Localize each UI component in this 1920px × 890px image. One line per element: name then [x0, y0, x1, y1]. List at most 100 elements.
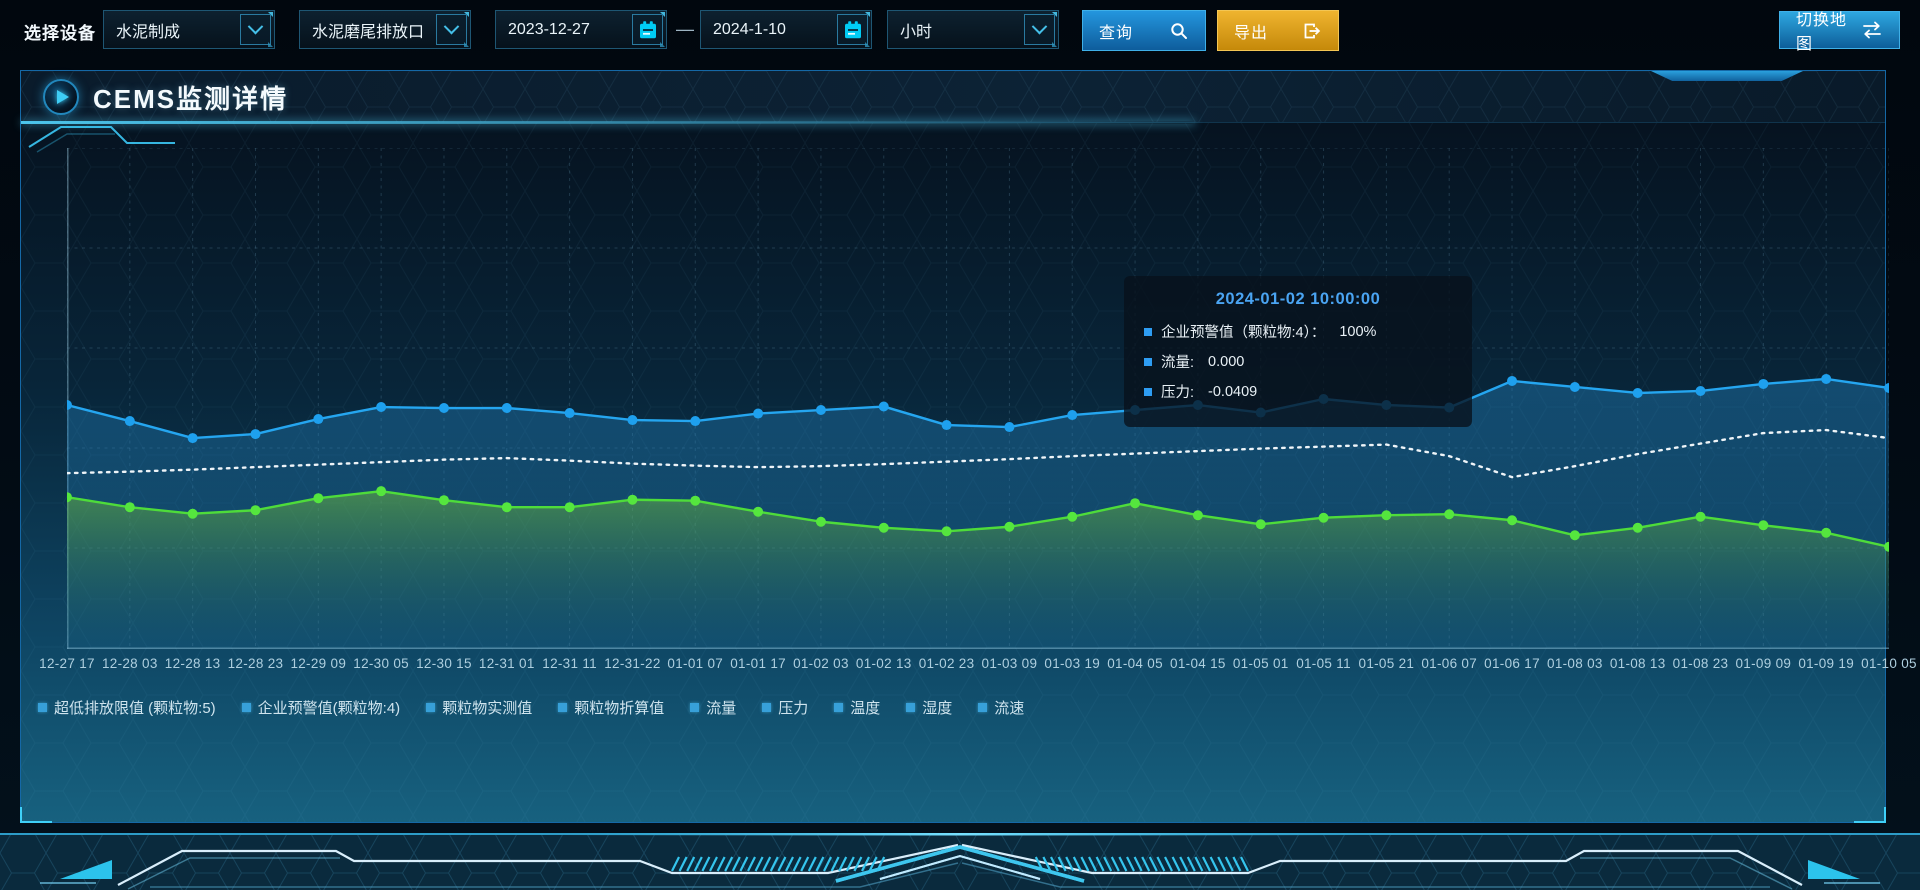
x-axis-tick-label: 01-02 13: [855, 656, 912, 671]
x-axis-tick-label: 01-05 11: [1296, 656, 1351, 671]
chevron-down-icon: [1031, 18, 1048, 35]
legend-label: 流量: [706, 700, 737, 717]
legend-marker: [558, 703, 568, 712]
x-axis-tick-label: 01-01 07: [667, 656, 724, 671]
end-date-value: 2024-1-10: [713, 20, 786, 38]
x-axis-tick-label: 01-04 05: [1107, 656, 1163, 671]
legend-item[interactable]: 流速: [978, 697, 1024, 718]
chart-legend: 超低排放限值 (颗粒物:5) 企业预警值(颗粒物:4) 颗粒物实测值 颗粒物折算值 流量…: [38, 697, 1024, 718]
legend-marker: [906, 703, 916, 712]
calendar-icon: [844, 20, 861, 38]
switch-map-button-label: 切换地图: [1796, 12, 1848, 53]
x-axis-tick-label: 01-01 17: [730, 656, 786, 671]
start-date-value: 2023-12-27: [508, 20, 590, 38]
x-axis-tick-label: 12-31 11: [542, 656, 597, 671]
cems-line-chart[interactable]: [67, 148, 1889, 649]
x-axis-tick-label: 12-28 23: [227, 656, 284, 671]
legend-item[interactable]: 温度: [834, 697, 880, 718]
panel-title: CEMS监测详情: [93, 83, 289, 114]
outlet-select-value: 水泥磨尾排放口: [312, 23, 425, 41]
chevron-down-icon: [443, 18, 460, 35]
legend-item[interactable]: 湿度: [906, 697, 952, 718]
search-icon: [1171, 22, 1187, 39]
legend-marker: [762, 703, 772, 712]
chevron-down-icon: [247, 18, 264, 35]
start-date-calendar-box[interactable]: [632, 14, 663, 45]
legend-label: 企业预警值(颗粒物:4): [257, 700, 401, 717]
x-axis-tick-label: 01-10 05: [1861, 656, 1917, 671]
swap-arrows-icon: [1863, 21, 1881, 39]
legend-marker: [426, 703, 436, 712]
legend-item[interactable]: 企业预警值(颗粒物:4): [241, 697, 401, 718]
export-icon: [1304, 23, 1321, 38]
calendar-icon: [639, 20, 656, 38]
interval-select-chevron-box[interactable]: [1024, 14, 1055, 45]
device-select-label: 选择设备: [24, 23, 96, 43]
legend-marker: [834, 703, 844, 712]
header-glow-line: [21, 121, 1196, 124]
panel-corner-bracket-left: [20, 807, 52, 823]
legend-item[interactable]: 流量: [690, 697, 736, 718]
x-axis-tick-label: 01-05 01: [1232, 656, 1289, 671]
play-icon: [43, 79, 79, 115]
legend-marker: [690, 703, 700, 712]
export-button[interactable]: 导出: [1217, 10, 1339, 51]
x-axis-tick-label: 01-04 15: [1170, 656, 1226, 671]
cems-panel: CEMS监测详情 12-27 17 12-28 03 12-28 13 12-28 2…: [20, 70, 1917, 823]
x-axis-tick-label: 12-30 15: [416, 656, 472, 671]
legend-label: 颗粒物实测值: [442, 700, 533, 717]
chart-x-axis-labels: 12-27 17 12-28 03 12-28 13 12-28 23 12-29 09…: [39, 656, 1916, 676]
x-axis-tick-label: 12-30 05: [353, 656, 409, 671]
legend-marker: [978, 703, 988, 712]
x-axis-tick-label: 12-29 09: [290, 656, 347, 671]
legend-marker: [241, 703, 251, 712]
device-select-chevron-box[interactable]: [240, 14, 271, 45]
legend-label: 超低排放限值 (颗粒物:5): [54, 700, 216, 717]
outlet-select-chevron-box[interactable]: [436, 14, 467, 45]
x-axis-tick-label: 01-08 13: [1609, 656, 1666, 671]
x-axis-tick-label: 12-28 13: [164, 656, 221, 671]
outlet-select[interactable]: 水泥磨尾排放口: [299, 10, 471, 49]
footer-tech-bar: [0, 833, 1920, 890]
legend-item[interactable]: 压力: [762, 697, 808, 718]
legend-label: 湿度: [922, 700, 953, 717]
legend-item[interactable]: 超低排放限值 (颗粒物:5): [38, 697, 216, 718]
x-axis-tick-label: 01-02 03: [793, 656, 849, 671]
legend-marker: [38, 703, 47, 712]
x-axis-tick-label: 01-03 19: [1044, 656, 1101, 671]
interval-select[interactable]: 小时: [887, 10, 1059, 49]
x-axis-tick-label: 01-05 21: [1358, 656, 1415, 671]
legend-item[interactable]: 颗粒物实测值: [426, 697, 532, 718]
x-axis-tick-label: 01-03 09: [981, 656, 1038, 671]
switch-map-button[interactable]: 切换地图: [1779, 11, 1900, 53]
x-axis-tick-label: 01-06 07: [1421, 656, 1478, 671]
legend-item[interactable]: 颗粒物折算值: [558, 697, 664, 718]
x-axis-tick-label: 01-09 19: [1798, 656, 1855, 671]
x-axis-tick-label: 12-31 01: [478, 656, 535, 671]
device-select-value: 水泥制成: [116, 23, 181, 41]
legend-label: 颗粒物折算值: [574, 700, 665, 717]
device-select[interactable]: 水泥制成: [103, 10, 275, 49]
x-axis-tick-label: 01-06 17: [1484, 656, 1540, 671]
header-notch-decoration: [1651, 71, 1803, 81]
x-axis-tick-label: 01-08 23: [1672, 656, 1729, 671]
end-date-input[interactable]: 2024-1-10: [700, 10, 872, 49]
panel-header: CEMS监测详情: [21, 71, 1885, 124]
x-axis-tick-label: 12-31-22: [604, 656, 661, 671]
interval-select-value: 小时: [900, 23, 933, 41]
toolbar: 选择设备 水泥制成 水泥磨尾排放口 2023-12-27 —: [0, 0, 1920, 62]
query-button[interactable]: 查询: [1082, 10, 1206, 51]
footer-decoration: [0, 833, 1920, 890]
x-axis-tick-label: 12-27 17: [39, 656, 95, 671]
query-button-label: 查询: [1099, 24, 1134, 42]
date-range-separator: —: [676, 19, 694, 39]
export-button-label: 导出: [1234, 24, 1269, 42]
start-date-input[interactable]: 2023-12-27: [495, 10, 667, 49]
x-axis-tick-label: 01-02 23: [918, 656, 975, 671]
x-axis-tick-label: 12-28 03: [101, 656, 158, 671]
legend-label: 流速: [994, 700, 1025, 717]
panel-corner-bracket-right: [1854, 807, 1886, 823]
end-date-calendar-box[interactable]: [837, 14, 868, 45]
x-axis-tick-label: 01-09 09: [1735, 656, 1792, 671]
